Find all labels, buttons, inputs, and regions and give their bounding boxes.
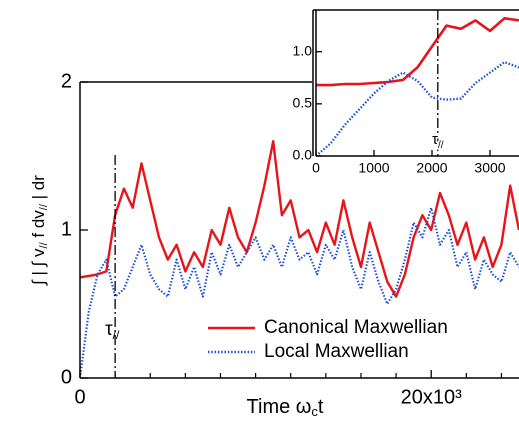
x-tick-label: 2000 <box>416 160 447 176</box>
x-tick-label: 0 <box>312 160 320 176</box>
tau-subscript: // <box>438 140 444 151</box>
tau-symbol: τ <box>105 319 113 340</box>
y-tick-label: 0.0 <box>293 147 313 163</box>
series-line <box>316 17 519 87</box>
y-axis-label: ∫ | ∫ v// f dv// | dr <box>29 175 49 286</box>
x-axis-label: Time ωct <box>247 396 324 419</box>
series-line <box>316 60 519 156</box>
y-tick-label: 0.5 <box>293 95 313 111</box>
x-tick-label: 3000 <box>474 160 505 176</box>
tau-symbol: τ <box>432 131 438 148</box>
series-line <box>80 206 519 378</box>
y-label-part: ∫ | ∫ v <box>29 248 48 286</box>
x-tick-label: 20x10³ <box>401 386 462 408</box>
x-tick-label: 1000 <box>358 160 389 176</box>
x-label-tail: t <box>318 396 324 418</box>
y-label-sub: // <box>38 203 50 210</box>
y-label-part: | dr <box>29 175 48 204</box>
tau-subscript: // <box>113 328 120 342</box>
y-tick-label: 2 <box>61 70 72 92</box>
tau-label: τ// <box>432 131 444 151</box>
legend-label: Local Maxwellian <box>264 341 409 362</box>
series-line <box>80 140 519 298</box>
y-tick-label: 1.0 <box>293 42 313 58</box>
tau-label: τ// <box>105 319 120 342</box>
x-label-sub: c <box>311 404 318 419</box>
x-tick-label: 0 <box>74 386 85 408</box>
y-label-part: f dv <box>29 210 48 243</box>
lines <box>80 140 519 378</box>
panel: τ// 0.0 0.5 1.0 0 1000 2000 3000 <box>293 9 519 176</box>
x-label-main: Time ω <box>247 396 312 418</box>
lines <box>316 17 519 156</box>
y-tick-label: 0 <box>61 366 72 388</box>
legend-label: Canonical Maxwellian <box>264 317 448 338</box>
y-tick-label: 1 <box>61 218 72 240</box>
y-label-sub: // <box>38 241 50 248</box>
